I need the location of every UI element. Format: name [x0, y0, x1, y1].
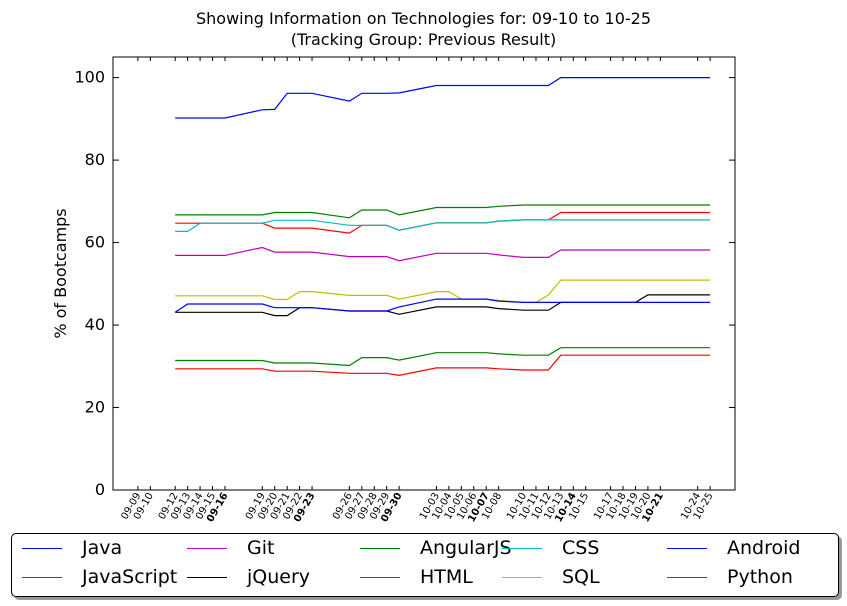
y-tick-label: 20: [85, 398, 105, 417]
series-line-git: [175, 246, 711, 262]
legend-label: jQuery: [247, 566, 311, 588]
legend-label: SQL: [562, 566, 600, 588]
y-tick-label: 100: [74, 68, 105, 87]
legend-label: Python: [727, 566, 793, 588]
legend-item-git: Git: [187, 536, 274, 560]
legend-swatch: [187, 576, 227, 578]
series-line-html: [175, 347, 711, 367]
y-tick-label: 60: [85, 233, 105, 252]
legend-item-jquery: jQuery: [187, 565, 310, 589]
legend-label: Android: [727, 537, 801, 559]
legend-swatch: [502, 547, 542, 549]
legend-label: Git: [247, 537, 275, 559]
legend-item-angularjs: AngularJS: [360, 536, 512, 560]
legend-swatch: [360, 576, 400, 578]
legend-item-android: Android: [667, 536, 800, 560]
legend-item-java: Java: [22, 536, 122, 560]
y-tick-label: 0: [95, 480, 105, 499]
legend-label: AngularJS: [420, 537, 512, 559]
legend-label: HTML: [420, 566, 473, 588]
series-line-android: [174, 298, 711, 313]
legend-swatch: [667, 547, 707, 549]
legend-label: JavaScript: [82, 566, 178, 588]
series-line-sql: [175, 279, 711, 303]
legend-swatch: [667, 576, 707, 578]
legend: Java JavaScript Git jQuery AngularJS HTML CSS S…: [11, 533, 839, 597]
legend-swatch: [360, 547, 400, 549]
series-line-java: [175, 76, 711, 119]
chart-title: Showing Information on Technologies for:…: [196, 9, 651, 28]
legend-swatch: [187, 547, 227, 549]
y-tick-label: 40: [85, 315, 105, 334]
legend-label: Java: [82, 537, 123, 559]
legend-item-javascript: JavaScript: [22, 565, 177, 589]
plot-frame: [112, 56, 736, 491]
legend-item-python: Python: [667, 565, 793, 589]
legend-swatch: [22, 576, 62, 578]
legend-item-css: CSS: [502, 536, 599, 560]
y-axis-label: % of Bootcamps: [51, 208, 70, 338]
series-line-css: [175, 219, 711, 232]
legend-swatch: [502, 576, 542, 578]
legend-swatch: [22, 547, 62, 549]
legend-item-sql: SQL: [502, 565, 600, 589]
series-line-angularjs: [175, 204, 711, 219]
plot-area: [113, 57, 735, 490]
chart-subtitle: (Tracking Group: Previous Result): [290, 30, 557, 49]
series-line-python: [175, 354, 711, 377]
legend-label: CSS: [562, 537, 600, 559]
legend-item-html: HTML: [360, 565, 473, 589]
y-tick-label: 80: [85, 150, 105, 169]
